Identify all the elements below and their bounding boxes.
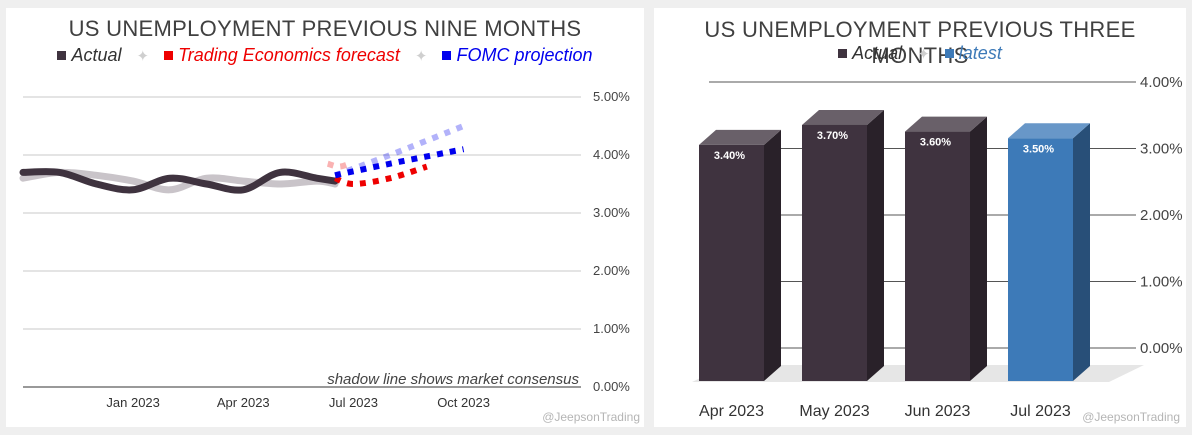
series-line-trading-economics-forecast: [333, 163, 428, 187]
bar-data-label: 3.40%: [714, 150, 745, 162]
bar-data-label: 3.60%: [920, 137, 951, 149]
y-tick-label: 2.00%: [593, 263, 630, 278]
x-tick-label: Apr 2023: [217, 395, 270, 410]
right-chart-title: US UNEMPLOYMENT PREVIOUS THREE MONTHS: [704, 17, 1136, 68]
bar-front: [1008, 138, 1073, 381]
x-tick-label: Jan 2023: [106, 395, 160, 410]
bar-top: [1008, 123, 1090, 139]
x-category-label: May 2023: [799, 403, 869, 420]
series-line-fomc-projection-consensus: [334, 123, 465, 179]
series-line-fomc-projection: [334, 146, 465, 179]
consensus-note: shadow line shows market consensus: [327, 371, 579, 388]
y-tick-label: 3.00%: [1140, 141, 1183, 158]
left-chart-title: US UNEMPLOYMENT PREVIOUS NINE MONTHS: [68, 16, 582, 41]
legend-latest: latest: [944, 43, 1002, 64]
legend-actual: Actual: [57, 45, 122, 66]
legend-fomc-swatch: [442, 51, 452, 60]
x-category-label: Jul 2023: [1010, 403, 1071, 420]
bar-front: [905, 131, 970, 381]
y-tick-label: 4.00%: [593, 147, 630, 162]
right-chart-panel: US UNEMPLOYMENT PREVIOUS THREE MONTHS Ac…: [654, 8, 1186, 427]
right-legend: Actual ✦ latest: [654, 43, 1186, 64]
legend-fomc-label: FOMC projection: [456, 45, 593, 65]
legend-forecast-swatch: [164, 51, 174, 60]
legend-actual: Actual: [838, 43, 902, 64]
series-line-trading-economics-forecast-consensus: [326, 160, 351, 170]
bar-front: [802, 124, 867, 381]
bar-front: [699, 144, 764, 381]
legend-forecast: Trading Economics forecast: [164, 45, 400, 66]
y-tick-label: 1.00%: [593, 321, 630, 336]
left-chart-panel: US UNEMPLOYMENT PREVIOUS NINE MONTHS Act…: [6, 8, 644, 427]
bar-top: [905, 116, 987, 132]
left-line-chart: 5.00% 4.00% 3.00% 2.00% 1.00% 0.00% Jan 2023 Ap…: [19, 89, 640, 424]
x-tick-label: Oct 2023: [437, 395, 490, 410]
series-line-market-consensus: [19, 168, 339, 194]
right-bar-chart: 3.40% 3.70% 3.60% 3.50% 4.00% 3.00% 2.00% 1.00…: [692, 74, 1183, 424]
legend-forecast-label: Trading Economics forecast: [178, 45, 400, 65]
legend-actual-label: Actual: [71, 45, 122, 65]
y-tick-label: 1.00%: [1140, 274, 1183, 291]
legend-actual-swatch-right: [838, 49, 848, 58]
bar-data-label: 3.50%: [1023, 143, 1054, 155]
legend-separator-icon: ✦: [414, 48, 428, 65]
legend-actual-label-right: Actual: [852, 43, 903, 63]
bar-jul-2023: 3.50%: [1008, 123, 1090, 381]
bar-side: [867, 109, 884, 381]
legend-latest-label: latest: [958, 43, 1002, 63]
right-watermark: @JeepsonTrading: [1082, 410, 1180, 424]
bar-side: [1073, 123, 1090, 381]
legend-actual-swatch: [57, 51, 67, 60]
y-tick-label: 4.00%: [1140, 74, 1183, 91]
x-category-label: Jun 2023: [905, 403, 971, 420]
bar-data-label: 3.70%: [817, 130, 848, 142]
x-tick-label: Jul 2023: [329, 395, 378, 410]
x-category-label: Apr 2023: [699, 403, 764, 420]
bar-top: [699, 129, 781, 145]
y-tick-label: 0.00%: [593, 379, 630, 394]
legend-separator-icon: ✦: [917, 46, 930, 63]
bar-side: [764, 129, 781, 381]
y-tick-label: 5.00%: [593, 89, 630, 104]
bar-apr-2023: 3.40%: [699, 129, 781, 381]
legend-latest-swatch: [944, 49, 954, 58]
y-tick-label: 2.00%: [1140, 207, 1183, 224]
bar-top: [802, 109, 884, 125]
y-tick-label: 0.00%: [1140, 340, 1183, 357]
legend-separator-icon: ✦: [136, 48, 150, 65]
bar-may-2023: 3.70%: [802, 109, 884, 381]
left-legend: Actual ✦ Trading Economics forecast ✦ FO…: [6, 45, 644, 66]
bar-jun-2023: 3.60%: [905, 116, 987, 381]
bar-side: [970, 116, 987, 381]
y-tick-label: 3.00%: [593, 205, 630, 220]
legend-fomc: FOMC projection: [442, 45, 593, 66]
left-watermark: @JeepsonTrading: [542, 410, 640, 424]
series-line-actual: [19, 168, 339, 194]
